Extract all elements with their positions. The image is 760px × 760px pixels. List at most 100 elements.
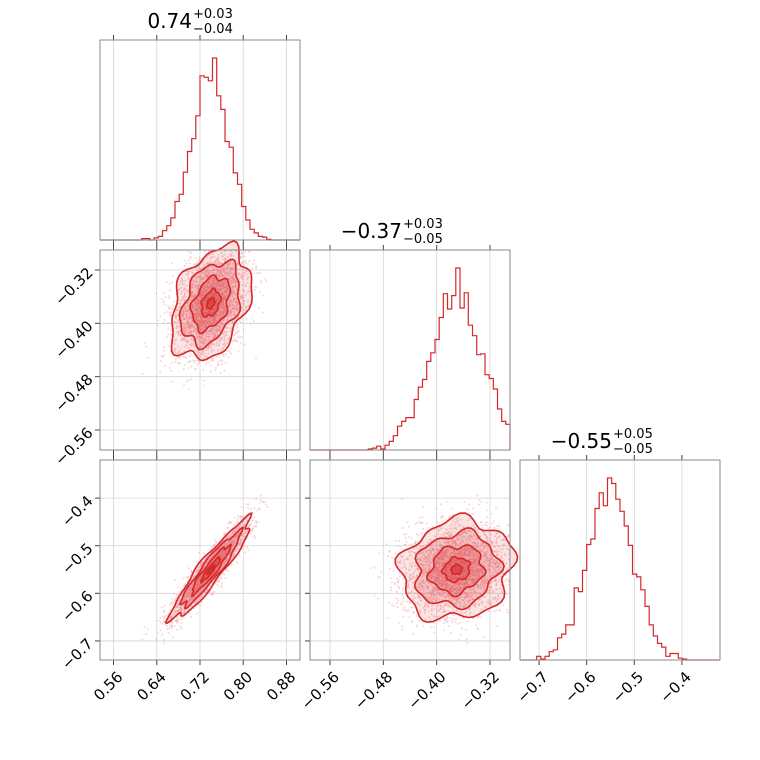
sample-point xyxy=(226,537,228,539)
sample-point xyxy=(220,551,222,554)
sample-point xyxy=(228,263,231,265)
sample-point xyxy=(210,322,212,325)
sample-point xyxy=(197,300,200,303)
sample-point xyxy=(190,333,192,336)
sample-point xyxy=(222,312,224,314)
sample-point xyxy=(199,342,202,344)
sample-point xyxy=(214,304,217,306)
sample-point xyxy=(259,291,261,293)
sample-point xyxy=(208,288,211,290)
sample-point xyxy=(230,267,232,270)
sample-point xyxy=(201,261,204,263)
sample-point xyxy=(242,278,244,281)
sample-point xyxy=(214,291,217,294)
sample-point xyxy=(196,291,199,293)
sample-point xyxy=(217,256,220,258)
sample-point xyxy=(241,277,244,280)
sample-point xyxy=(202,342,204,344)
sample-point xyxy=(227,285,229,288)
sample-point xyxy=(168,345,170,347)
sample-point xyxy=(185,357,187,359)
sample-point xyxy=(163,609,165,612)
sample-point xyxy=(168,307,170,309)
sample-point xyxy=(208,265,211,267)
sample-point xyxy=(200,289,203,291)
sample-point xyxy=(252,527,254,530)
sample-point xyxy=(241,289,244,291)
sample-point xyxy=(200,276,203,279)
sample-point xyxy=(233,311,235,314)
sample-point xyxy=(146,628,149,631)
sample-point xyxy=(203,289,206,291)
sample-point xyxy=(185,592,188,594)
sample-point xyxy=(184,327,186,329)
sample-point xyxy=(226,285,228,288)
sample-point xyxy=(193,326,195,329)
sample-point xyxy=(210,344,212,347)
sample-point xyxy=(187,602,189,604)
sample-point xyxy=(238,543,240,546)
sample-point xyxy=(224,289,227,291)
sample-point xyxy=(197,286,199,288)
sample-point xyxy=(202,293,204,295)
sample-point xyxy=(232,340,234,342)
sample-point xyxy=(189,335,191,338)
sample-point xyxy=(195,572,198,575)
sample-point xyxy=(197,586,200,588)
sample-point xyxy=(226,313,229,315)
sample-point xyxy=(196,305,199,308)
sample-point xyxy=(224,561,227,564)
sample-point xyxy=(189,310,192,313)
sample-point xyxy=(210,311,213,313)
sample-point xyxy=(242,328,245,330)
sample-point xyxy=(243,272,246,274)
sample-point xyxy=(207,321,210,323)
sample-point xyxy=(202,338,205,340)
sample-point xyxy=(211,289,214,292)
sample-point xyxy=(220,556,222,559)
sample-point xyxy=(234,549,236,551)
sample-point xyxy=(227,305,229,308)
sample-point xyxy=(187,576,190,578)
sample-point xyxy=(219,266,222,269)
sample-point xyxy=(243,526,246,529)
sample-point xyxy=(228,553,230,556)
sample-point xyxy=(193,296,196,299)
sample-point xyxy=(206,262,208,264)
sample-point xyxy=(175,599,177,601)
sample-point xyxy=(231,307,234,310)
sample-point xyxy=(194,293,196,295)
sample-point xyxy=(255,498,257,500)
sample-point xyxy=(190,378,193,380)
sample-point xyxy=(242,294,244,297)
sample-point xyxy=(251,301,254,303)
sample-point xyxy=(205,313,207,315)
sample-point xyxy=(233,530,235,532)
panel-frame xyxy=(309,249,511,451)
sample-point xyxy=(190,616,193,618)
sample-point xyxy=(183,336,185,339)
sample-point xyxy=(224,282,227,284)
sample-point xyxy=(218,565,220,567)
sample-point xyxy=(196,580,198,582)
sample-point xyxy=(194,599,197,602)
sample-point xyxy=(233,290,235,292)
sample-point xyxy=(166,281,168,283)
sample-point xyxy=(211,326,214,329)
sample-point xyxy=(196,595,199,597)
sample-point xyxy=(221,284,223,287)
sample-point xyxy=(212,252,214,255)
sample-point xyxy=(198,323,200,325)
sample-point xyxy=(213,262,215,265)
sample-point xyxy=(244,284,246,286)
sample-point xyxy=(222,347,224,349)
sample-point xyxy=(187,388,190,391)
sample-point xyxy=(199,328,202,331)
sample-point xyxy=(182,307,185,309)
sample-point xyxy=(207,361,210,364)
sample-point xyxy=(204,302,206,305)
sample-point xyxy=(235,250,237,253)
sample-point xyxy=(224,344,226,346)
sample-point xyxy=(183,607,185,610)
sample-point xyxy=(204,283,206,285)
